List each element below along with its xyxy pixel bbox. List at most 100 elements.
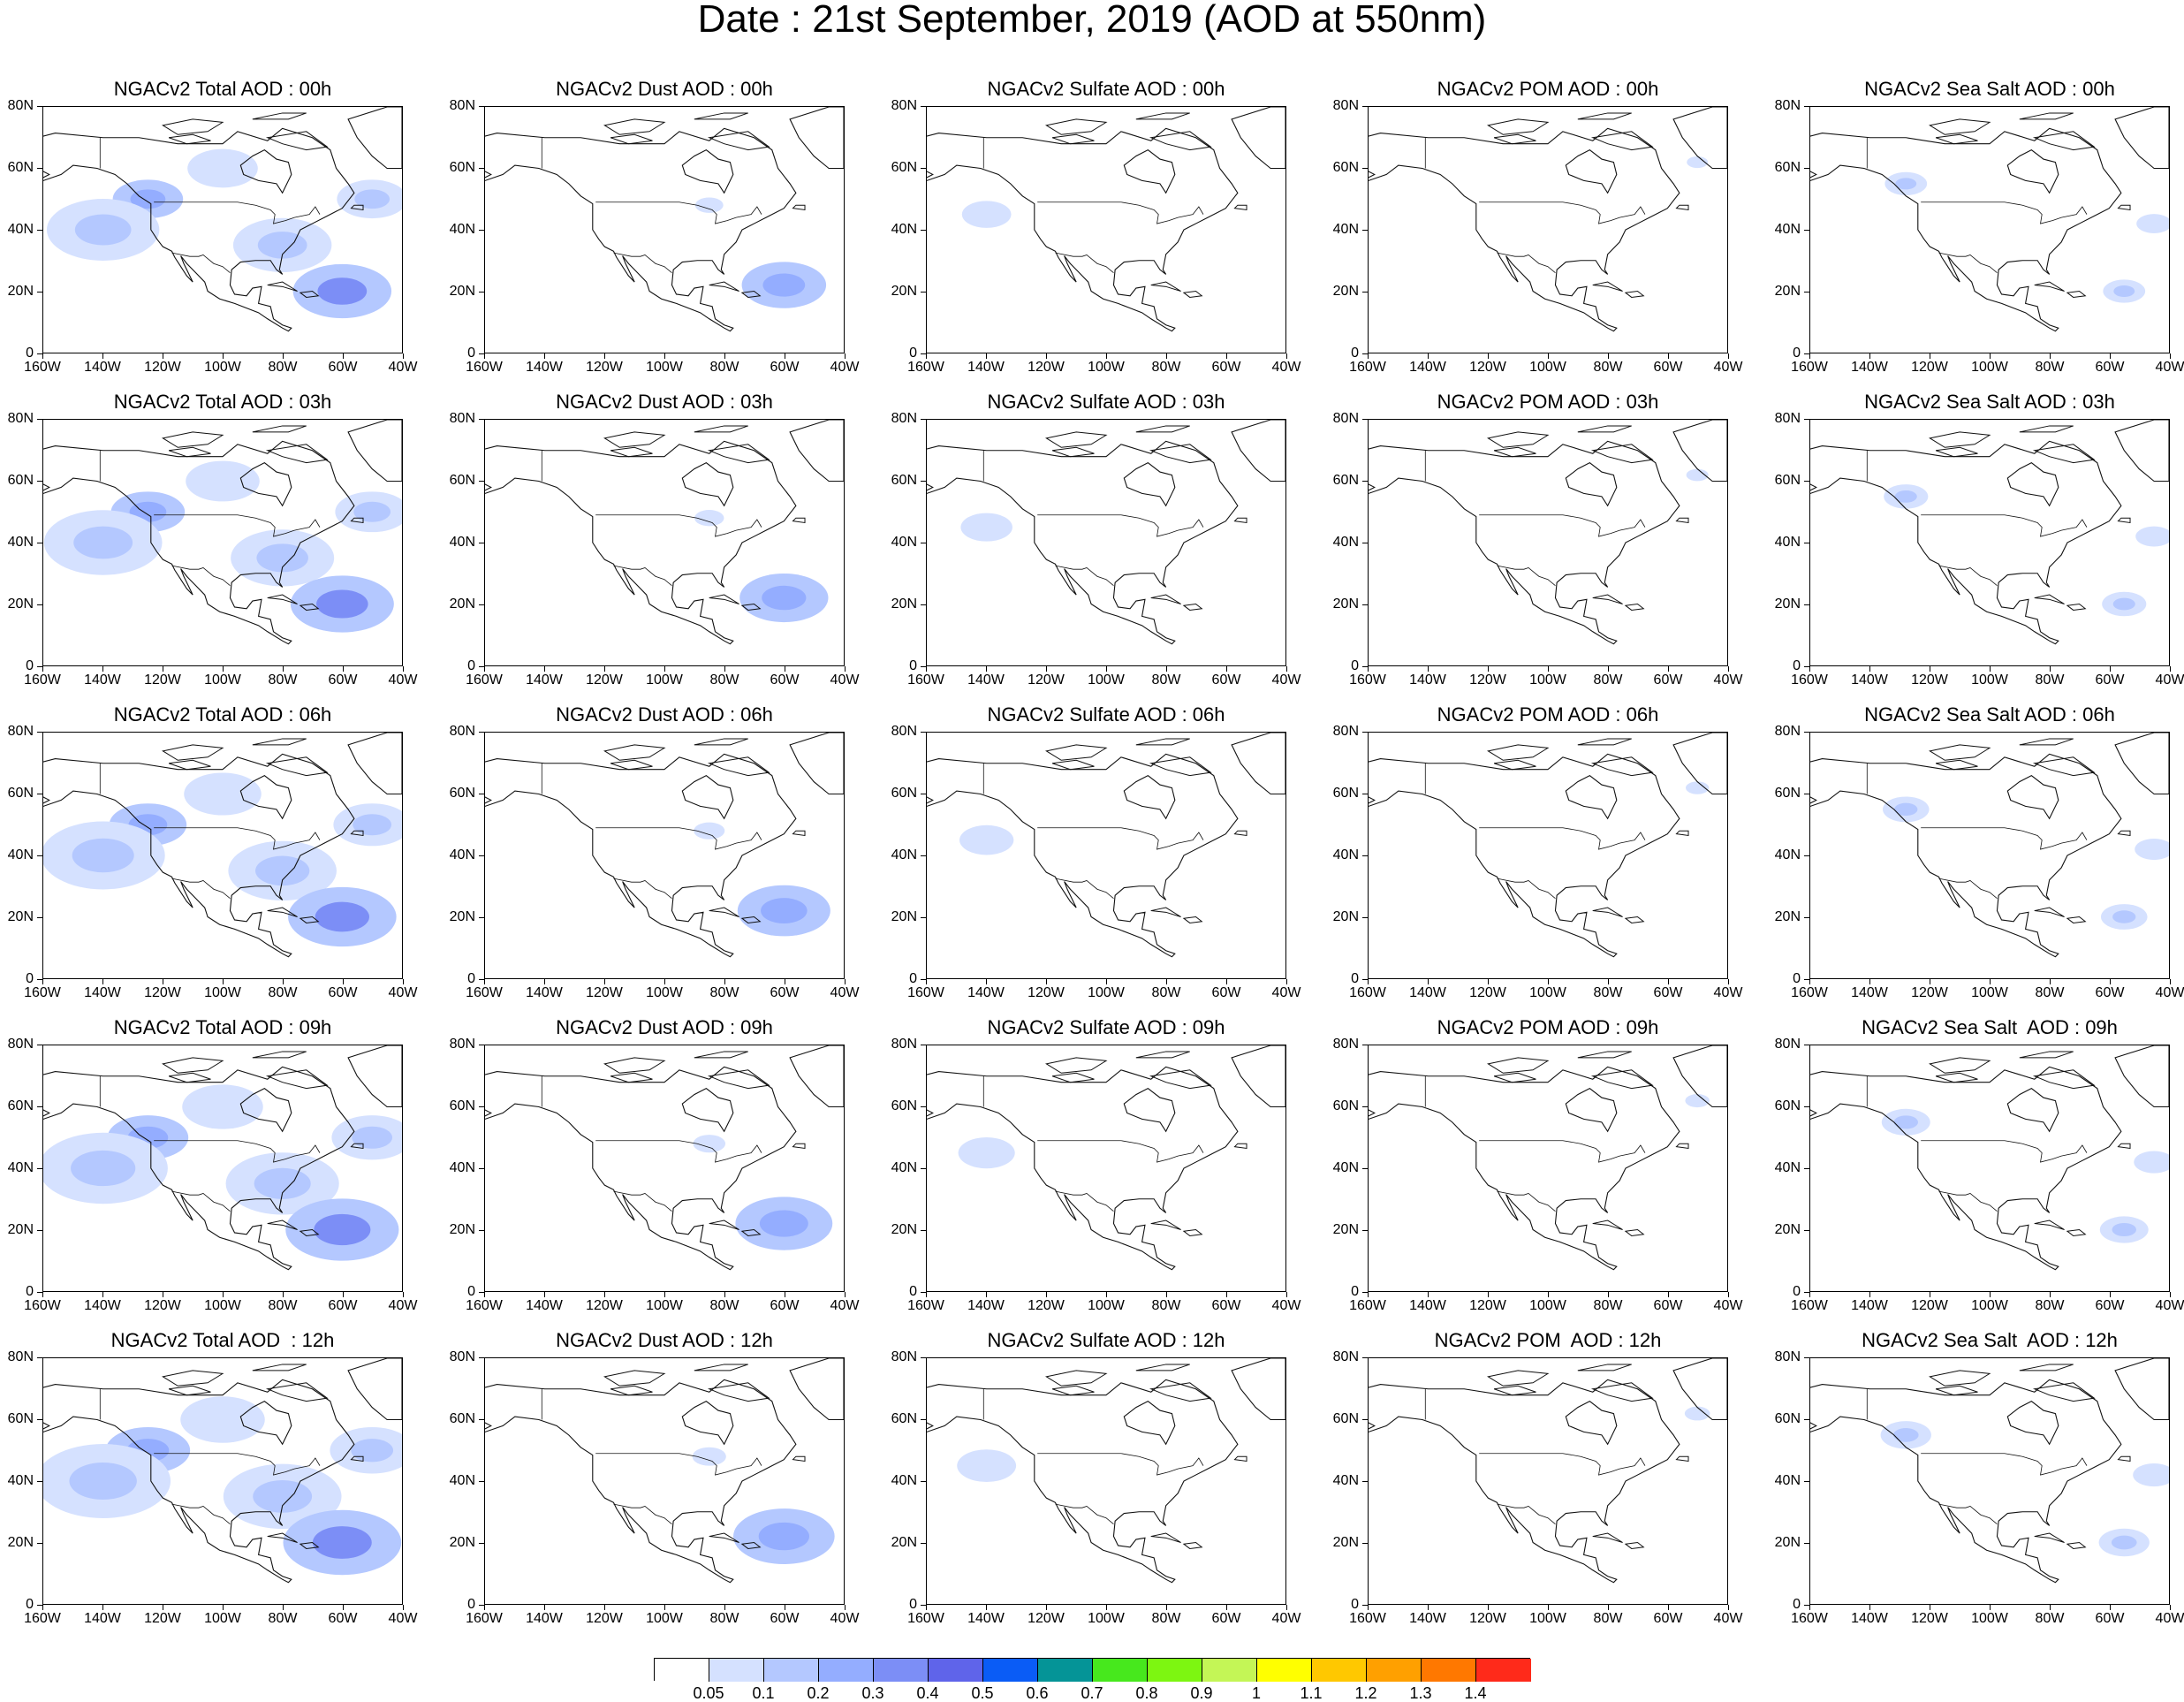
y-tick-mark bbox=[37, 1604, 42, 1606]
border-line bbox=[1055, 1503, 1114, 1524]
border-line bbox=[1938, 1190, 1998, 1212]
coastline bbox=[1231, 420, 1285, 482]
border-line bbox=[1037, 201, 1204, 224]
x-tick-label: 80W bbox=[2035, 360, 2065, 375]
aod-plume bbox=[2136, 214, 2169, 233]
y-tick-mark bbox=[1362, 665, 1368, 667]
coastline bbox=[2006, 462, 2059, 507]
y-tick-mark bbox=[37, 167, 42, 169]
aod-plume-core bbox=[314, 1213, 371, 1246]
y-tick-mark bbox=[479, 978, 484, 980]
x-tick-label: 100W bbox=[1971, 672, 2008, 688]
y-tick-mark bbox=[921, 542, 926, 543]
coastline bbox=[1487, 1057, 1550, 1074]
coastline bbox=[350, 204, 364, 211]
colorbar-swatch bbox=[655, 1659, 709, 1682]
x-tick-mark bbox=[102, 353, 103, 359]
y-tick-label: 80N bbox=[891, 98, 917, 113]
y-tick-label: 80N bbox=[1774, 1349, 1801, 1364]
border-line bbox=[1938, 878, 1998, 899]
y-tick-mark bbox=[921, 480, 926, 482]
y-tick-mark bbox=[1804, 1291, 1809, 1293]
aod-plume-core bbox=[1893, 1115, 1918, 1129]
aod-plume bbox=[2135, 526, 2169, 547]
x-tick-label: 160W bbox=[1791, 1611, 1828, 1626]
x-tick-mark bbox=[42, 979, 43, 984]
border-line bbox=[595, 1453, 762, 1476]
x-tick-mark bbox=[1929, 979, 1930, 984]
x-tick-label: 100W bbox=[1088, 1611, 1125, 1626]
figure-title: Date : 21st September, 2019 (AOD at 550n… bbox=[697, 0, 1487, 41]
map-plot-area bbox=[484, 106, 845, 353]
x-tick-label: 40W bbox=[388, 672, 418, 688]
coastline bbox=[43, 127, 355, 332]
x-tick-mark bbox=[925, 979, 927, 984]
aod-map bbox=[1369, 1045, 1727, 1271]
coastline bbox=[707, 444, 770, 464]
panel-title: NGACv2 Total AOD : 09h bbox=[113, 1016, 332, 1038]
colorbar-label: 1.3 bbox=[1409, 1684, 1432, 1702]
y-tick-mark bbox=[1362, 1356, 1368, 1358]
x-tick-mark bbox=[844, 979, 846, 984]
x-tick-mark bbox=[342, 353, 344, 359]
y-tick-label: 80N bbox=[449, 411, 475, 426]
coastline bbox=[1577, 1364, 1632, 1371]
border-line bbox=[1055, 1190, 1114, 1212]
coastline bbox=[1590, 756, 1654, 777]
aod-map bbox=[43, 1045, 402, 1271]
y-tick-mark bbox=[921, 665, 926, 667]
y-tick-mark bbox=[921, 291, 926, 293]
x-tick-mark bbox=[1045, 1605, 1047, 1610]
y-tick-mark bbox=[921, 1418, 926, 1420]
border-line bbox=[1037, 1140, 1204, 1163]
colorbar-frame bbox=[654, 1658, 1531, 1682]
coastline bbox=[2032, 756, 2096, 777]
y-tick-label: 0 bbox=[467, 658, 475, 673]
x-tick-mark bbox=[1045, 979, 1047, 984]
x-tick-mark bbox=[222, 979, 224, 984]
x-tick-label: 120W bbox=[1028, 360, 1065, 375]
y-tick-mark bbox=[1804, 1106, 1809, 1107]
colorbar-swatch bbox=[1093, 1659, 1148, 1682]
coastline bbox=[2034, 1220, 2065, 1230]
coastline bbox=[1182, 1541, 1203, 1549]
aod-plume bbox=[182, 1084, 263, 1129]
x-tick-mark bbox=[784, 1292, 785, 1297]
y-tick-mark bbox=[921, 1542, 926, 1544]
aod-plume bbox=[2134, 1151, 2169, 1174]
y-tick-mark bbox=[1804, 978, 1809, 980]
y-tick-mark bbox=[921, 418, 926, 420]
y-tick-label: 0 bbox=[1793, 1284, 1801, 1299]
x-tick-label: 60W bbox=[1211, 360, 1241, 375]
y-tick-mark bbox=[1362, 480, 1368, 482]
coastline bbox=[603, 1370, 666, 1387]
x-tick-label: 160W bbox=[1349, 672, 1386, 688]
x-tick-mark bbox=[1809, 1292, 1810, 1297]
y-tick-label: 60N bbox=[7, 473, 34, 488]
colorbar-label: 0.5 bbox=[971, 1684, 994, 1702]
coastline bbox=[1929, 1057, 1991, 1074]
y-tick-mark bbox=[921, 105, 926, 107]
y-tick-label: 60N bbox=[1332, 1098, 1359, 1113]
coastline bbox=[1935, 446, 1978, 458]
aod-map bbox=[1369, 107, 1727, 332]
x-tick-label: 40W bbox=[830, 985, 860, 1000]
border-line bbox=[154, 1140, 321, 1163]
x-tick-label: 120W bbox=[1028, 1611, 1065, 1626]
x-tick-label: 60W bbox=[1653, 672, 1683, 688]
y-tick-mark bbox=[1362, 1229, 1368, 1231]
panel-title: NGACv2 POM AOD : 09h bbox=[1437, 1016, 1659, 1038]
coastline bbox=[299, 1228, 320, 1236]
border-line bbox=[595, 514, 762, 537]
y-tick-mark bbox=[479, 916, 484, 918]
x-tick-label: 140W bbox=[526, 1611, 563, 1626]
x-tick-mark bbox=[1727, 353, 1729, 359]
y-tick-label: 0 bbox=[26, 346, 34, 361]
x-tick-label: 60W bbox=[770, 1611, 800, 1626]
x-tick-mark bbox=[1929, 353, 1930, 359]
coastline bbox=[2114, 1358, 2169, 1421]
x-tick-label: 160W bbox=[466, 360, 503, 375]
x-tick-mark bbox=[222, 1605, 224, 1610]
coastline bbox=[927, 1379, 1239, 1584]
colorbar-swatch bbox=[1367, 1659, 1422, 1682]
